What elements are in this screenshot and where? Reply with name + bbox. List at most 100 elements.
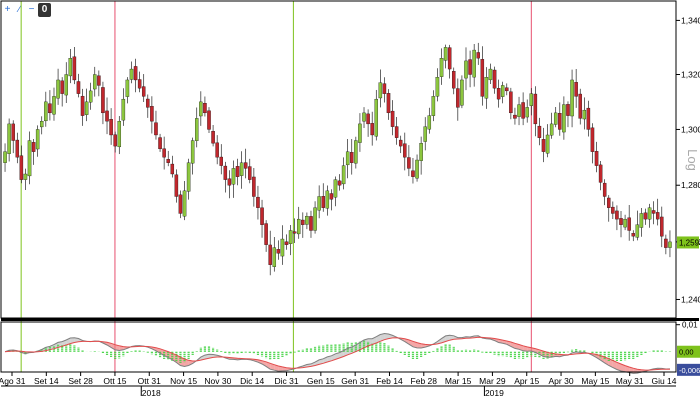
candle-body xyxy=(500,85,505,97)
candle xyxy=(272,237,277,272)
candle-body xyxy=(394,126,399,138)
candle xyxy=(97,70,101,97)
x-tick-label: May 31 xyxy=(616,376,644,386)
candle xyxy=(358,113,362,152)
candle-body xyxy=(15,139,20,158)
candle xyxy=(80,88,85,126)
y-tick-label: 1,2800 xyxy=(681,180,700,190)
indicator-fill xyxy=(74,337,79,343)
candle-body xyxy=(566,104,570,116)
candle xyxy=(619,211,623,238)
x-tick-label: Set 14 xyxy=(34,376,59,386)
candle-body xyxy=(113,134,117,147)
candle xyxy=(452,67,456,95)
y-tick-label: 1,3400 xyxy=(681,15,700,25)
candle xyxy=(366,109,370,137)
candle xyxy=(635,210,640,241)
candle-body xyxy=(321,196,325,208)
candle xyxy=(643,208,648,225)
last-price-label: 1,2598 xyxy=(679,238,700,247)
x-tick-label: May 15 xyxy=(581,376,609,386)
candle xyxy=(137,71,142,93)
indicator-fill xyxy=(111,343,116,350)
candle-body xyxy=(80,95,85,116)
indicator-y-tick-label: 0,01 xyxy=(682,321,698,330)
candle-body xyxy=(203,102,207,114)
candle xyxy=(105,97,109,135)
candle-body xyxy=(48,103,52,114)
candle-body xyxy=(125,79,130,97)
indicator-fill xyxy=(437,338,442,344)
draw-line-button[interactable]: ∕ xyxy=(18,4,21,15)
candle-body xyxy=(354,140,358,164)
candle-body xyxy=(472,49,476,78)
candle-body xyxy=(264,223,268,245)
candle xyxy=(427,107,432,134)
candle xyxy=(329,189,334,211)
candle xyxy=(370,111,374,146)
candle xyxy=(586,100,591,137)
candle xyxy=(3,143,7,172)
candle xyxy=(313,201,317,234)
candle-body xyxy=(256,196,260,208)
candle xyxy=(239,151,244,189)
candle-body xyxy=(427,115,432,130)
zoom-out-button[interactable]: − xyxy=(28,4,35,15)
last-price-tag xyxy=(677,236,699,249)
candle xyxy=(109,108,113,145)
candle xyxy=(56,68,60,105)
candle xyxy=(199,91,203,126)
candle-body xyxy=(382,83,387,94)
candle xyxy=(602,179,607,206)
indicator-fill xyxy=(107,342,112,348)
zoom-in-button[interactable]: + xyxy=(4,4,11,15)
candle xyxy=(248,158,252,184)
candle-body xyxy=(166,159,170,163)
candle-body xyxy=(337,180,342,186)
candle xyxy=(235,158,240,186)
candle-body xyxy=(537,125,542,138)
candle-body xyxy=(456,88,460,108)
candle xyxy=(76,73,81,98)
x-tick-label: Giu 14 xyxy=(651,376,676,386)
candle-body xyxy=(215,142,219,158)
indicator-fill xyxy=(335,352,340,360)
candle xyxy=(207,107,211,133)
candle-body xyxy=(370,123,374,136)
candle-body xyxy=(93,74,97,90)
candle xyxy=(141,74,146,103)
candle-body xyxy=(170,163,175,175)
candle xyxy=(517,96,521,126)
candle xyxy=(566,101,570,128)
candle xyxy=(480,46,485,106)
candle-body xyxy=(317,196,321,211)
candle-body xyxy=(407,157,411,169)
candle xyxy=(252,167,256,207)
candle-body xyxy=(68,58,73,77)
candle xyxy=(447,44,452,79)
candle-body xyxy=(219,156,223,166)
candle-body xyxy=(141,86,146,97)
candle-body xyxy=(174,174,179,197)
candle-body xyxy=(464,60,468,79)
candle xyxy=(537,117,542,146)
candle xyxy=(611,201,615,220)
indicator-fill xyxy=(278,365,283,372)
candle-body xyxy=(178,194,183,214)
candle-body xyxy=(602,182,607,197)
x-tick-label: Dic 14 xyxy=(240,376,264,386)
candle-body xyxy=(484,77,489,99)
candle-body xyxy=(492,69,497,89)
candle xyxy=(594,141,599,173)
candle xyxy=(509,87,513,120)
candle xyxy=(93,66,97,97)
candle xyxy=(268,230,272,276)
candle xyxy=(533,86,538,137)
candle xyxy=(223,161,228,193)
candle-body xyxy=(419,143,423,161)
candle xyxy=(472,44,476,87)
candle-body xyxy=(607,197,611,208)
indicator-fill xyxy=(523,345,528,352)
indicator-fill xyxy=(319,358,324,365)
